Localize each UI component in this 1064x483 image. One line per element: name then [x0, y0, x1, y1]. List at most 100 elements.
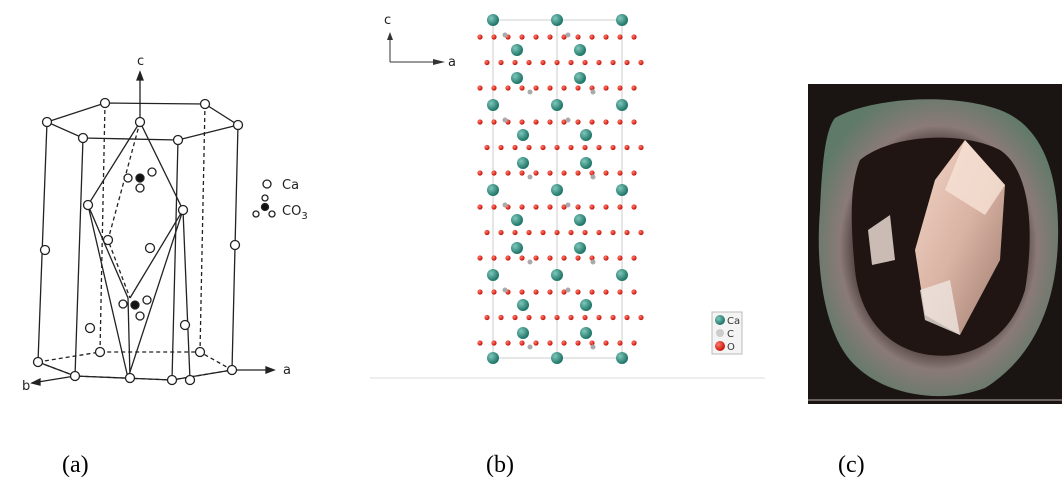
- calcium-atom: [517, 129, 529, 141]
- calcium-atom: [580, 299, 592, 311]
- calcium-atom: [511, 44, 523, 56]
- oxygen-atom: [547, 255, 552, 260]
- oxygen-atom: [603, 34, 608, 39]
- oxygen-atom: [603, 119, 608, 124]
- calcium-atom: [580, 157, 592, 169]
- oxygen-atom: [568, 145, 573, 150]
- oxygen-atom: [589, 204, 594, 209]
- oxygen-atom: [505, 255, 510, 260]
- carbon-atom: [566, 118, 571, 123]
- calcium-atom: [104, 236, 113, 245]
- calcium-atom: [179, 206, 188, 215]
- oxygen-atom: [498, 230, 503, 235]
- oxygen-atom: [519, 340, 524, 345]
- oxygen-atom: [526, 315, 531, 320]
- calcium-atom: [96, 348, 105, 357]
- oxygen-atom: [575, 119, 580, 124]
- calcium-atom: [551, 269, 563, 281]
- calcium-atom: [181, 321, 190, 330]
- oxygen-atom: [603, 170, 608, 175]
- calcium-atom: [228, 366, 237, 375]
- oxygen-atom: [498, 60, 503, 65]
- axis-label: c: [137, 54, 144, 69]
- calcium-atom: [574, 214, 586, 226]
- caption: (c): [838, 452, 865, 478]
- oxygen-atom: [533, 204, 538, 209]
- calcium-atom: [580, 129, 592, 141]
- oxygen-atom: [631, 170, 636, 175]
- oxygen-atom: [575, 204, 580, 209]
- oxygen-atom: [526, 145, 531, 150]
- axis-label: a: [283, 363, 291, 378]
- oxygen-atom: [519, 119, 524, 124]
- oxygen: [148, 168, 156, 176]
- oxygen-atom: [484, 315, 489, 320]
- oxygen-atom: [603, 85, 608, 90]
- oxygen-atom: [575, 255, 580, 260]
- oxygen-atom: [610, 230, 615, 235]
- oxygen-atom: [491, 119, 496, 124]
- oxygen-atom: [589, 34, 594, 39]
- oxygen-atom: [491, 204, 496, 209]
- calcium-atom: [71, 372, 80, 381]
- oxygen-atom: [596, 315, 601, 320]
- oxygen-atom: [596, 60, 601, 65]
- oxygen-atom: [568, 315, 573, 320]
- arrow: [32, 379, 40, 385]
- oxygen-atom: [484, 230, 489, 235]
- calcium-atom: [174, 136, 183, 145]
- oxygen-atom: [526, 230, 531, 235]
- oxygen-atom: [631, 119, 636, 124]
- oxygen-atom: [547, 85, 552, 90]
- oxygen-atom: [589, 289, 594, 294]
- calcium-atom: [487, 99, 499, 111]
- oxygen-atom: [568, 60, 573, 65]
- arrow: [266, 367, 274, 373]
- legend-o: [253, 211, 259, 217]
- carbon: [136, 174, 144, 182]
- oxygen-atom: [519, 34, 524, 39]
- oxygen-atom: [561, 340, 566, 345]
- oxygen-atom: [568, 230, 573, 235]
- oxygen: [143, 296, 151, 304]
- oxygen-atom: [603, 204, 608, 209]
- oxygen-atom: [491, 340, 496, 345]
- calcium-atom: [186, 376, 195, 385]
- carbon-atom: [591, 260, 596, 265]
- legend-label: O: [727, 342, 735, 353]
- formula: CO: [282, 204, 301, 219]
- carbon-atom: [566, 33, 571, 38]
- oxygen-atom: [610, 60, 615, 65]
- oxygen-atom: [533, 170, 538, 175]
- oxygen-atom: [519, 255, 524, 260]
- oxygen-atom: [617, 289, 622, 294]
- figure: c a b Ca CO3 c a Ca C O (a) (b) (c): [0, 0, 1064, 483]
- oxygen-atom: [547, 34, 552, 39]
- legend-o: [269, 211, 275, 217]
- oxygen-atom: [631, 85, 636, 90]
- oxygen-atom: [512, 230, 517, 235]
- carbon-atom: [591, 90, 596, 95]
- oxygen-atom: [519, 204, 524, 209]
- oxygen-atom: [491, 255, 496, 260]
- oxygen-atom: [512, 60, 517, 65]
- legend-o: [715, 341, 725, 351]
- arrow: [387, 32, 393, 40]
- arrow: [137, 72, 143, 80]
- oxygen-atom: [477, 85, 482, 90]
- calcium-atom: [616, 99, 628, 111]
- edge: [200, 104, 205, 352]
- calcium-atom: [86, 324, 95, 333]
- calcium-atom: [616, 269, 628, 281]
- calcium-atom: [487, 184, 499, 196]
- oxygen-atom: [533, 255, 538, 260]
- oxygen-atom: [596, 145, 601, 150]
- calcium-atom: [511, 242, 523, 254]
- oxygen-atom: [477, 119, 482, 124]
- calcium-atom: [511, 72, 523, 84]
- oxygen: [124, 174, 132, 182]
- calcium-atom: [551, 352, 563, 364]
- oxygen-atom: [533, 34, 538, 39]
- oxygen-atom: [554, 60, 559, 65]
- panel-b: [370, 14, 765, 378]
